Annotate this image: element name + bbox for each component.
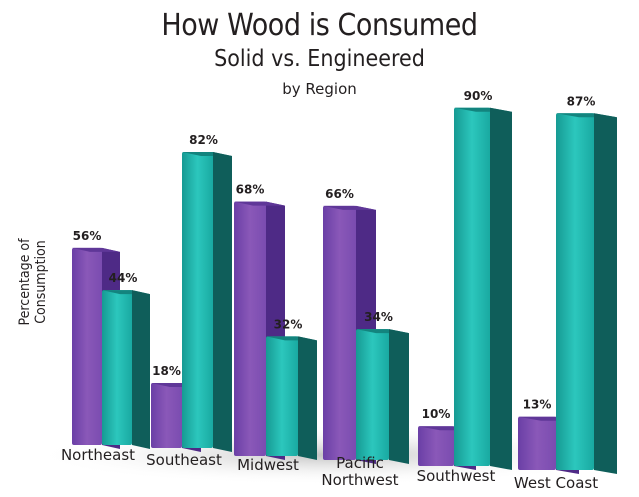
bar-southeast-solid — [151, 383, 182, 448]
chart-title: How Wood is Consumed — [161, 8, 478, 43]
bar-side — [132, 290, 150, 449]
category-label: Midwest — [237, 456, 299, 474]
bar-northeast-solid — [72, 247, 102, 445]
data-label: 66% — [325, 187, 354, 201]
chart-subtitle-2: by Region — [282, 80, 357, 98]
category-label: Southeast — [146, 451, 222, 469]
bar-southwest-engineered — [454, 107, 490, 467]
data-label: 34% — [364, 310, 393, 324]
bar-side — [298, 336, 317, 460]
chart-subtitle: Solid vs. Engineered — [214, 46, 425, 72]
category-label: Northeast — [61, 446, 135, 464]
data-label: 32% — [274, 317, 303, 331]
bar-side — [594, 113, 617, 475]
data-label: 90% — [464, 89, 493, 103]
bar-top — [323, 205, 376, 210]
bar-west-coast-engineered — [556, 113, 594, 471]
bar-southwest-solid — [418, 426, 454, 466]
bar-northeast-engineered — [102, 290, 132, 445]
bar-pacific-northwest-engineered — [356, 329, 389, 460]
bar-midwest-solid — [234, 201, 266, 456]
bar-midwest-engineered — [266, 336, 298, 456]
data-label: 82% — [189, 133, 218, 147]
bar-side — [490, 107, 512, 471]
data-label: 13% — [523, 398, 552, 412]
bar-west-coast-solid — [518, 416, 556, 470]
bar-southeast-engineered — [182, 151, 213, 449]
data-label: 18% — [152, 364, 181, 378]
category-label: Southwest — [417, 467, 496, 485]
bar-pacific-northwest-solid — [323, 205, 356, 460]
bar-top — [72, 247, 120, 252]
bar-top — [234, 201, 285, 206]
data-label: 68% — [236, 183, 265, 197]
data-label: 44% — [109, 271, 138, 285]
category-label: West Coast — [514, 474, 598, 492]
data-label: 10% — [422, 407, 451, 421]
data-label: 56% — [73, 229, 102, 243]
bar-side — [213, 151, 232, 453]
category-label: Pacific Northwest — [321, 454, 398, 489]
bar-side — [389, 329, 409, 464]
data-label: 87% — [567, 94, 596, 108]
